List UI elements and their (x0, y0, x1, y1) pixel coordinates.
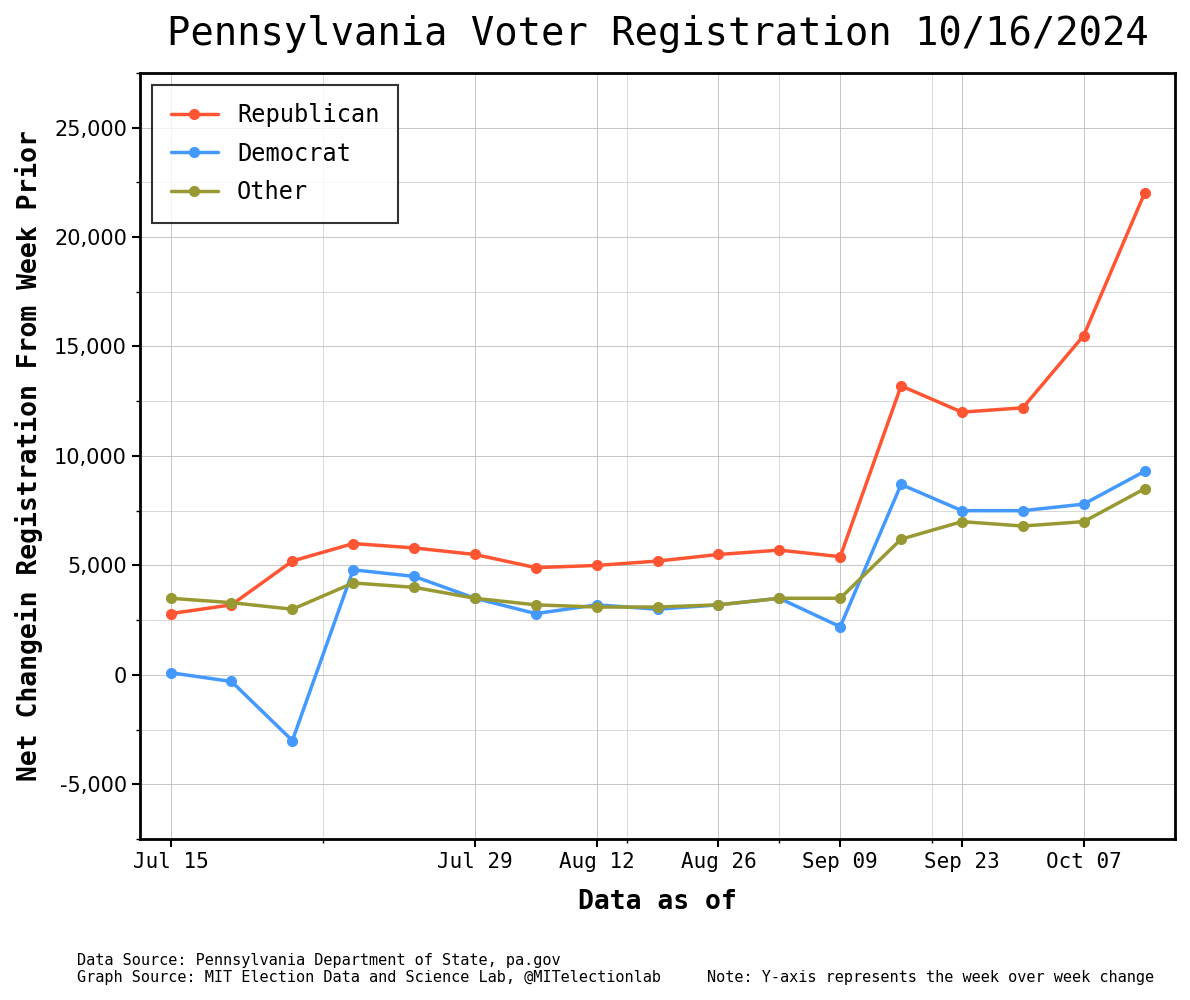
Other (954, 516, 969, 528)
Republican (833, 551, 847, 563)
Other (163, 592, 177, 604)
Other (589, 601, 603, 613)
Other (1138, 483, 1152, 495)
Other (651, 601, 665, 613)
Democrat (772, 592, 787, 604)
Other (772, 592, 787, 604)
Democrat (894, 478, 908, 490)
Democrat (1138, 465, 1152, 477)
Republican (894, 380, 908, 392)
Republican (346, 538, 361, 550)
Democrat (833, 621, 847, 633)
Republican (225, 599, 239, 611)
Republican (407, 542, 421, 554)
Line: Republican: Republican (165, 188, 1150, 618)
Other (468, 592, 482, 604)
Republican (589, 559, 603, 571)
Y-axis label: Net Changein Registration From Week Prior: Net Changein Registration From Week Prio… (15, 131, 43, 781)
Democrat (468, 592, 482, 604)
Other (1077, 516, 1091, 528)
Democrat (712, 599, 726, 611)
Other (833, 592, 847, 604)
Democrat (1077, 498, 1091, 510)
Other (712, 599, 726, 611)
Title: Pennsylvania Voter Registration 10/16/2024: Pennsylvania Voter Registration 10/16/20… (167, 15, 1148, 53)
Republican (1016, 402, 1031, 414)
Democrat (589, 599, 603, 611)
Line: Democrat: Democrat (165, 466, 1150, 745)
Democrat (954, 505, 969, 517)
X-axis label: Data as of: Data as of (578, 889, 737, 915)
Republican (1077, 330, 1091, 342)
Text: Data Source: Pennsylvania Department of State, pa.gov
Graph Source: MIT Election: Data Source: Pennsylvania Department of … (77, 953, 662, 985)
Democrat (528, 608, 543, 620)
Other (225, 597, 239, 609)
Republican (468, 548, 482, 560)
Republican (163, 608, 177, 620)
Democrat (651, 603, 665, 615)
Other (286, 603, 300, 615)
Other (528, 599, 543, 611)
Republican (651, 555, 665, 567)
Democrat (286, 735, 300, 747)
Democrat (1016, 505, 1031, 517)
Republican (1138, 187, 1152, 199)
Line: Other: Other (165, 484, 1150, 614)
Republican (712, 548, 726, 560)
Republican (528, 562, 543, 574)
Other (346, 577, 361, 589)
Other (407, 581, 421, 593)
Legend: Republican, Democrat, Other: Republican, Democrat, Other (152, 85, 399, 223)
Other (894, 533, 908, 545)
Other (1016, 520, 1031, 532)
Democrat (225, 675, 239, 687)
Text: Note: Y-axis represents the week over week change: Note: Y-axis represents the week over we… (707, 970, 1154, 985)
Republican (286, 555, 300, 567)
Republican (954, 406, 969, 418)
Democrat (407, 570, 421, 582)
Republican (772, 544, 787, 556)
Democrat (163, 667, 177, 679)
Democrat (346, 564, 361, 576)
